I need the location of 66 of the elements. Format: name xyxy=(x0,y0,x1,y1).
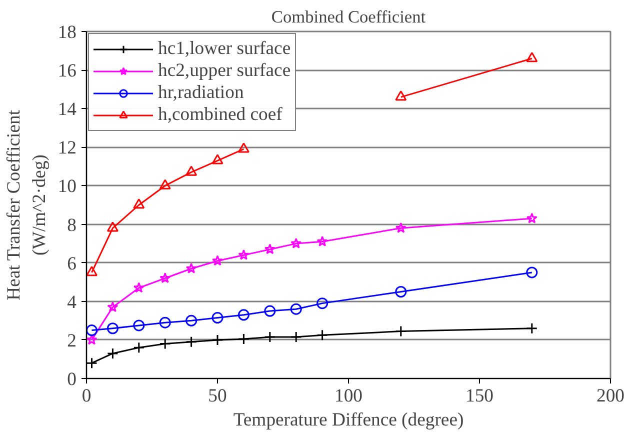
point xyxy=(526,266,538,278)
point xyxy=(186,166,198,176)
point xyxy=(290,303,302,315)
point xyxy=(186,336,198,348)
y-tick-label: 0 xyxy=(67,369,76,390)
point xyxy=(316,298,328,310)
point xyxy=(133,282,144,293)
legend-label: h,combined coef xyxy=(158,104,282,126)
y-tick-label: 2 xyxy=(67,330,76,352)
point xyxy=(395,326,407,338)
y-tick-label: 12 xyxy=(58,138,76,159)
point xyxy=(133,198,145,209)
point xyxy=(238,309,250,321)
legend-label: hr,radiation xyxy=(158,82,244,104)
point xyxy=(106,348,118,360)
y-axis-title: Heat Transfer Coefficient (W/m^2·deg) xyxy=(4,109,50,300)
y-tick-label: 4 xyxy=(67,292,78,313)
point xyxy=(212,334,224,346)
y-tick-label: 10 xyxy=(58,176,76,198)
x-tick-label: 200 xyxy=(596,386,624,406)
point xyxy=(264,305,276,317)
point xyxy=(160,272,171,284)
point xyxy=(264,244,276,254)
x-tick-label: 50 xyxy=(208,386,227,406)
point xyxy=(133,342,145,354)
point xyxy=(395,90,407,101)
point xyxy=(212,154,224,164)
point xyxy=(186,314,198,326)
point xyxy=(159,338,171,350)
point xyxy=(86,324,98,336)
point xyxy=(106,322,118,334)
y-tick-label: 8 xyxy=(67,214,76,236)
x-tick-label: 150 xyxy=(466,386,494,406)
point xyxy=(107,301,118,312)
point xyxy=(186,262,197,274)
point xyxy=(290,331,302,343)
x-axis-title: Temperature Diffence (degree) xyxy=(233,410,464,430)
y-tick-label: 6 xyxy=(67,253,76,274)
x-tick-label: 100 xyxy=(334,386,362,406)
x-tick-label: 0 xyxy=(82,386,92,406)
point xyxy=(238,142,250,153)
point xyxy=(526,52,538,62)
point xyxy=(290,238,302,248)
chart-title: Combined Coefficient xyxy=(271,8,426,26)
point xyxy=(133,320,145,332)
point xyxy=(86,357,98,369)
point xyxy=(238,249,250,260)
point xyxy=(238,333,250,345)
point xyxy=(395,222,406,233)
point xyxy=(264,331,276,343)
y-tick-label: 18 xyxy=(58,22,76,43)
y-tick-label: 16 xyxy=(58,60,76,82)
y-tick-label: 14 xyxy=(58,99,78,120)
point xyxy=(526,212,538,224)
point xyxy=(212,312,224,324)
point xyxy=(159,179,171,190)
point xyxy=(106,222,118,232)
point xyxy=(159,316,171,328)
point xyxy=(316,329,328,341)
point xyxy=(395,286,407,298)
point xyxy=(212,255,224,266)
point xyxy=(86,266,98,276)
legend-label: hc2,upper surface xyxy=(158,60,291,82)
point xyxy=(316,236,328,246)
legend-label: hc1,lower surface xyxy=(158,38,291,60)
point xyxy=(526,322,538,334)
